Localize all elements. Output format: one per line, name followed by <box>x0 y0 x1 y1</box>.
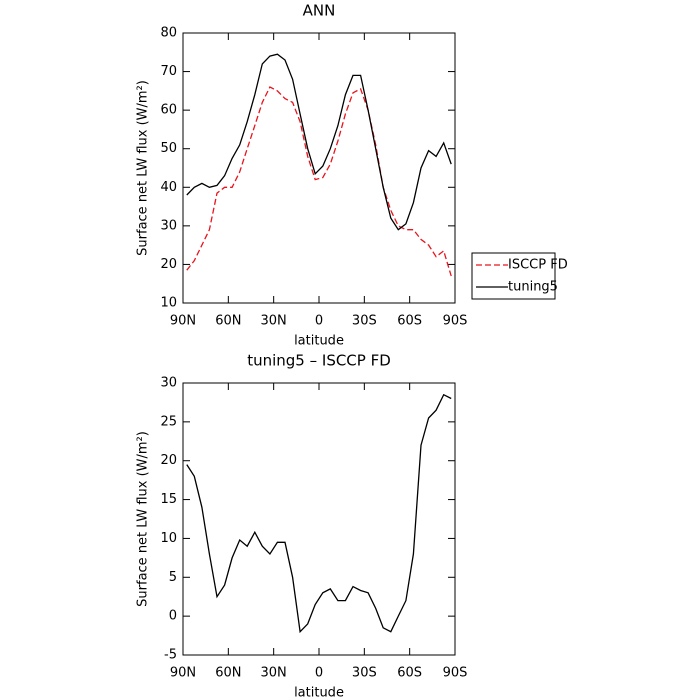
x-tick-label: 30N <box>261 666 287 681</box>
y-tick-label: 20 <box>160 453 177 468</box>
y-tick-label: 10 <box>160 296 177 311</box>
y-tick-label: 30 <box>160 218 177 233</box>
legend-label: ISCCP FD <box>508 258 568 273</box>
y-tick-label: 80 <box>160 26 177 41</box>
y-tick-label: 5 <box>169 570 177 585</box>
y-tick-label: 25 <box>160 414 177 429</box>
x-tick-label: 30S <box>352 666 377 681</box>
x-tick-label: 90S <box>443 666 468 681</box>
chart-title: tuning5 – ISCCP FD <box>247 352 391 370</box>
x-tick-label: 90S <box>443 314 468 329</box>
x-axis-label: latitude <box>294 686 344 700</box>
legend-label: tuning5 <box>508 280 558 295</box>
y-axis-label: Surface net LW flux (W/m²) <box>136 80 151 256</box>
x-tick-label: 60S <box>397 666 422 681</box>
data-line <box>186 86 452 277</box>
y-tick-label: 15 <box>160 492 177 507</box>
x-tick-label: 90N <box>170 666 196 681</box>
plot-frame <box>182 382 456 656</box>
y-tick-label: 10 <box>160 531 177 546</box>
x-tick-label: 0 <box>315 314 323 329</box>
x-tick-label: 60S <box>397 314 422 329</box>
x-tick-label: 30N <box>261 314 287 329</box>
plot-frame <box>182 32 456 304</box>
data-line <box>186 53 452 231</box>
y-tick-label: 20 <box>160 257 177 272</box>
legend-box <box>471 252 556 300</box>
y-tick-label: 50 <box>160 141 177 156</box>
x-tick-label: 0 <box>315 666 323 681</box>
y-tick-label: 60 <box>160 103 177 118</box>
y-tick-label: -5 <box>164 648 177 663</box>
x-axis-label: latitude <box>294 334 344 349</box>
y-tick-label: 40 <box>160 180 177 195</box>
x-tick-label: 90N <box>170 314 196 329</box>
y-tick-label: 70 <box>160 64 177 79</box>
data-line <box>186 393 452 634</box>
y-tick-label: 30 <box>160 376 177 391</box>
chart-title: ANN <box>303 2 336 20</box>
x-tick-label: 60N <box>215 314 241 329</box>
y-tick-label: 0 <box>169 609 177 624</box>
y-axis-label: Surface net LW flux (W/m²) <box>136 431 151 607</box>
x-tick-label: 60N <box>215 666 241 681</box>
x-tick-label: 30S <box>352 314 377 329</box>
